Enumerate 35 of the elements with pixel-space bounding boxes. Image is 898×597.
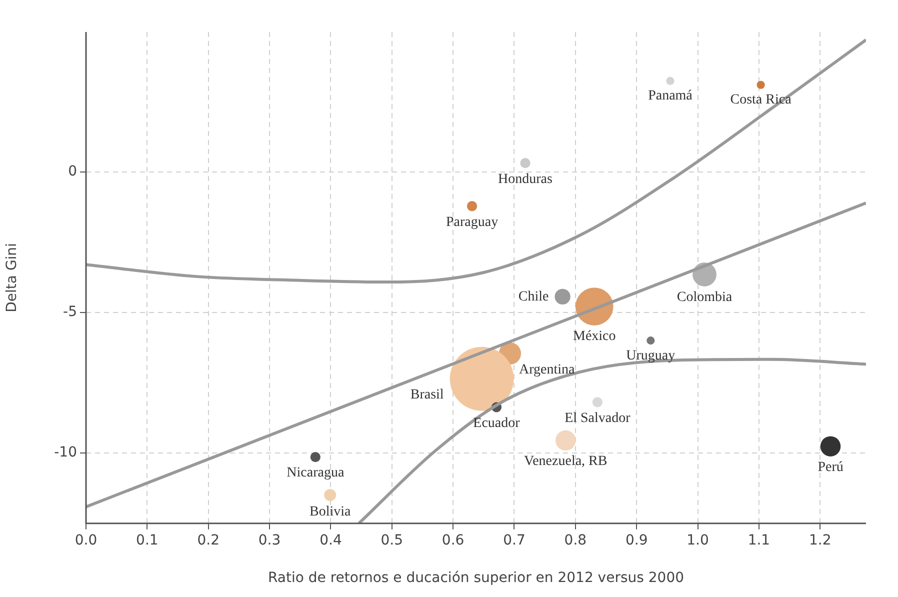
series-label: Panamá	[648, 88, 694, 104]
x-tick-label: 0.1	[136, 532, 158, 548]
x-tick-label: 0.8	[564, 532, 587, 548]
x-tick-label: 0.2	[197, 532, 220, 548]
x-tick-label: 0.3	[258, 532, 281, 548]
series-label: Brasil	[410, 387, 444, 402]
x-tick-label: 0.9	[625, 532, 648, 548]
series-label: Ecuador	[473, 416, 520, 431]
y-tick-label: 0	[68, 163, 77, 180]
x-axis-title: Ratio de retornos e ducación superior en 2012 versus 2000	[268, 570, 684, 586]
series-label: Costa Rica	[730, 92, 792, 108]
series-label: Honduras	[498, 172, 552, 187]
series-label: Argentina	[519, 362, 576, 378]
x-tick-label: 0.7	[503, 532, 526, 548]
line-series	[86, 38, 866, 284]
series-label: México	[572, 329, 616, 344]
series-label: Colombia	[676, 290, 733, 306]
x-tick-label: 0.0	[74, 532, 98, 548]
x-tick-label: 1.2	[808, 532, 832, 548]
series-label: Venezuela, RB	[524, 454, 608, 470]
series-label: El Salvador	[564, 410, 631, 426]
x-tick-label: 0.6	[442, 532, 464, 548]
series-label: Paraguay	[446, 214, 498, 230]
series-label: Uruguay	[626, 348, 676, 364]
x-tick-label: 0.5	[380, 532, 404, 548]
series-label: Nicaragua	[286, 466, 345, 481]
series-label: Bolivia	[309, 504, 352, 520]
y-tick-label: -10	[54, 444, 77, 461]
series-label: Chile	[518, 289, 549, 304]
series-label: Perú	[818, 460, 844, 476]
x-tick-label: 1.0	[686, 532, 709, 548]
y-axis-title: Delta Gini	[4, 243, 20, 312]
x-tick-label: 0.4	[320, 532, 342, 548]
y-tick-label: -5	[63, 304, 77, 320]
x-tick-label: 1.1	[748, 532, 770, 548]
